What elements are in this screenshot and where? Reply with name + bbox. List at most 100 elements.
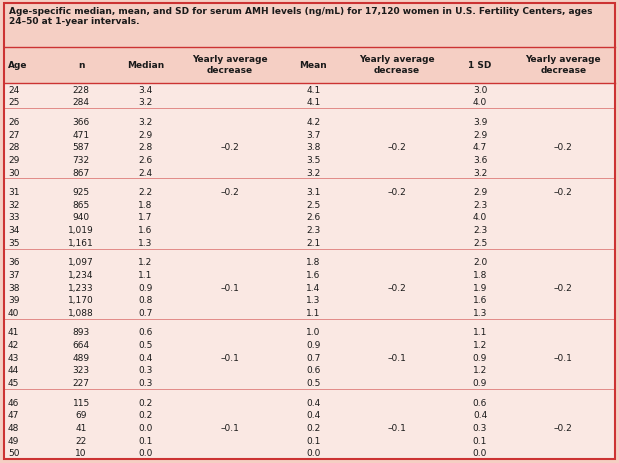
Text: 0.5: 0.5 [139, 340, 153, 350]
Text: 38: 38 [8, 283, 20, 292]
Text: –0.2: –0.2 [387, 143, 406, 152]
Text: –0.2: –0.2 [221, 188, 240, 197]
Text: 2.9: 2.9 [139, 131, 153, 139]
Text: 3.2: 3.2 [139, 98, 153, 107]
Text: 26: 26 [8, 118, 19, 127]
Text: 0.2: 0.2 [306, 423, 321, 432]
Text: 587: 587 [72, 143, 90, 152]
Text: 0.4: 0.4 [306, 410, 321, 419]
Text: 4.1: 4.1 [306, 86, 321, 94]
Text: 3.7: 3.7 [306, 131, 321, 139]
Text: Median: Median [127, 60, 164, 69]
Text: 0.2: 0.2 [139, 398, 153, 407]
Text: 2.2: 2.2 [139, 188, 153, 197]
Text: 29: 29 [8, 156, 19, 165]
Text: 3.1: 3.1 [306, 188, 321, 197]
Text: 2.6: 2.6 [306, 213, 321, 222]
Text: –0.2: –0.2 [554, 188, 573, 197]
Text: 1,019: 1,019 [68, 225, 94, 235]
Text: 1.2: 1.2 [473, 340, 487, 350]
Text: 1.2: 1.2 [139, 258, 153, 267]
Text: 1.4: 1.4 [306, 283, 321, 292]
Text: 27: 27 [8, 131, 19, 139]
Text: 366: 366 [72, 118, 90, 127]
Text: 1.1: 1.1 [473, 328, 487, 337]
Text: 0.9: 0.9 [139, 283, 153, 292]
Text: 4.7: 4.7 [473, 143, 487, 152]
Text: 50: 50 [8, 448, 20, 457]
Text: –0.1: –0.1 [554, 353, 573, 362]
Text: 3.2: 3.2 [306, 168, 321, 177]
Text: 1.3: 1.3 [139, 238, 153, 247]
Text: 3.2: 3.2 [139, 118, 153, 127]
Text: 284: 284 [72, 98, 90, 107]
Text: 489: 489 [72, 353, 90, 362]
Text: 3.0: 3.0 [473, 86, 487, 94]
Text: 28: 28 [8, 143, 19, 152]
Text: 10: 10 [76, 448, 87, 457]
Text: 1,097: 1,097 [68, 258, 94, 267]
Text: 2.3: 2.3 [306, 225, 321, 235]
Text: 0.0: 0.0 [473, 448, 487, 457]
Text: 48: 48 [8, 423, 19, 432]
Text: 1.6: 1.6 [306, 270, 321, 279]
Text: 0.3: 0.3 [139, 366, 153, 375]
Text: Yearly average
decrease: Yearly average decrease [359, 55, 435, 75]
Text: –0.1: –0.1 [387, 423, 406, 432]
Text: 0.2: 0.2 [139, 410, 153, 419]
Text: 43: 43 [8, 353, 19, 362]
Text: 0.9: 0.9 [473, 353, 487, 362]
Text: 37: 37 [8, 270, 20, 279]
Text: 3.2: 3.2 [473, 168, 487, 177]
Text: Age-specific median, mean, and SD for serum AMH levels (ng/mL) for 17,120 women : Age-specific median, mean, and SD for se… [9, 7, 592, 26]
Text: 22: 22 [76, 436, 87, 444]
Text: 0.0: 0.0 [139, 423, 153, 432]
Text: 3.4: 3.4 [139, 86, 153, 94]
Text: 1,234: 1,234 [68, 270, 94, 279]
Text: 30: 30 [8, 168, 20, 177]
Text: n: n [78, 60, 84, 69]
Text: 4.1: 4.1 [306, 98, 321, 107]
Text: –0.2: –0.2 [554, 283, 573, 292]
Text: 2.1: 2.1 [306, 238, 321, 247]
Text: 1.7: 1.7 [139, 213, 153, 222]
Text: 41: 41 [8, 328, 19, 337]
Text: 69: 69 [76, 410, 87, 419]
Text: 732: 732 [72, 156, 90, 165]
Text: 2.5: 2.5 [306, 200, 321, 209]
Text: 0.0: 0.0 [306, 448, 321, 457]
Text: 2.9: 2.9 [473, 131, 487, 139]
Text: 1.8: 1.8 [473, 270, 487, 279]
Text: 2.5: 2.5 [473, 238, 487, 247]
Text: 1,233: 1,233 [68, 283, 94, 292]
Text: 0.6: 0.6 [139, 328, 153, 337]
Text: 471: 471 [72, 131, 90, 139]
Text: 2.3: 2.3 [473, 225, 487, 235]
Text: Mean: Mean [300, 60, 327, 69]
Text: 1.8: 1.8 [139, 200, 153, 209]
Text: –0.1: –0.1 [221, 283, 240, 292]
Text: 1.3: 1.3 [306, 295, 321, 305]
Text: 47: 47 [8, 410, 19, 419]
Bar [4, 48, 615, 84]
Text: –0.1: –0.1 [387, 353, 406, 362]
Text: –0.2: –0.2 [554, 143, 573, 152]
Text: 664: 664 [72, 340, 90, 350]
Text: 865: 865 [72, 200, 90, 209]
Text: 31: 31 [8, 188, 20, 197]
Text: 1.1: 1.1 [139, 270, 153, 279]
Text: 33: 33 [8, 213, 20, 222]
Text: Yearly average
decrease: Yearly average decrease [193, 55, 268, 75]
Text: 1.6: 1.6 [139, 225, 153, 235]
Text: –0.2: –0.2 [387, 188, 406, 197]
Text: 42: 42 [8, 340, 19, 350]
Text: 228: 228 [72, 86, 90, 94]
Text: 34: 34 [8, 225, 19, 235]
Text: 0.6: 0.6 [306, 366, 321, 375]
Text: 0.4: 0.4 [306, 398, 321, 407]
Text: 0.1: 0.1 [473, 436, 487, 444]
Text: 2.3: 2.3 [473, 200, 487, 209]
Text: 2.6: 2.6 [139, 156, 153, 165]
Text: 0.0: 0.0 [139, 448, 153, 457]
Text: 893: 893 [72, 328, 90, 337]
